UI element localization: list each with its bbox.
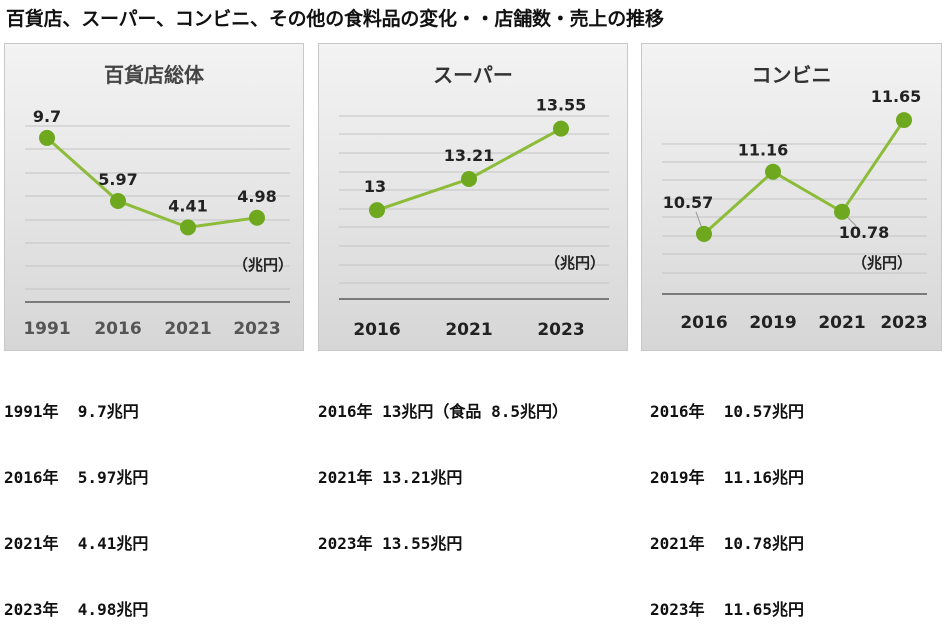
department-store-caption: 1991年 9.7兆円 2016年 5.97兆円 2021年 4.41兆円 20… bbox=[4, 357, 148, 643]
data-label: 10.78 bbox=[839, 223, 890, 242]
data-label: 11.65 bbox=[871, 87, 922, 106]
data-point bbox=[39, 129, 55, 146]
convenience-store-caption: 2016年 10.57兆円 2019年 11.16兆円 2021年 10.78兆… bbox=[650, 357, 804, 643]
caption-line: 1991年 9.7兆円 bbox=[4, 402, 139, 421]
x-tick-label: 2021 bbox=[164, 319, 211, 339]
data-point bbox=[696, 225, 712, 242]
chart-title: コンビニ bbox=[752, 63, 832, 87]
data-label: 13 bbox=[364, 177, 386, 196]
series-line bbox=[702, 119, 906, 236]
data-point bbox=[896, 112, 912, 129]
data-label: 4.98 bbox=[237, 187, 276, 206]
x-tick-label: 2023 bbox=[880, 313, 927, 333]
x-tick-label: 2016 bbox=[94, 319, 141, 339]
x-tick-label: 2023 bbox=[233, 319, 280, 339]
convenience-store-chart: コンビニ 10.57 11.16 10.78 11.65 （兆円） 2016 2019 2021… bbox=[641, 43, 942, 351]
x-tick-label: 2019 bbox=[749, 313, 796, 333]
x-tick-label: 2023 bbox=[537, 320, 584, 340]
data-label: 10.57 bbox=[663, 193, 714, 212]
caption-line: 2016年 10.57兆円 bbox=[650, 402, 804, 421]
supermarket-caption: 2016年 13兆円（食品 8.5兆円） 2021年 13.21兆円 2023年… bbox=[318, 357, 568, 577]
x-tick-label: 2016 bbox=[680, 313, 727, 333]
series-line bbox=[376, 127, 562, 212]
caption-line: 2016年 5.97兆円 bbox=[4, 468, 149, 487]
x-tick-label: 2016 bbox=[353, 320, 400, 340]
caption-line: 2021年 4.41兆円 bbox=[4, 534, 149, 553]
caption-line: 2023年 11.65兆円 bbox=[650, 600, 804, 619]
unit-label: （兆円） bbox=[545, 254, 605, 272]
data-label: 13.55 bbox=[536, 96, 587, 115]
chart-svg: 百貨店総体 9.7 5.97 4.41 4.98 （兆円） 1991 2016 2021 2023 bbox=[23, 63, 293, 339]
caption-line: 2023年 13.55兆円 bbox=[318, 534, 463, 553]
department-store-chart: 百貨店総体 9.7 5.97 4.41 4.98 （兆円） 1991 2016 2021 2023 bbox=[4, 43, 304, 351]
data-point bbox=[249, 209, 265, 226]
data-point bbox=[553, 120, 569, 137]
x-tick-label: 2021 bbox=[818, 313, 865, 333]
data-label: 4.41 bbox=[168, 196, 207, 215]
data-label: 9.7 bbox=[33, 107, 61, 126]
caption-line: 2021年 13.21兆円 bbox=[318, 468, 463, 487]
caption-line: 2023年 4.98兆円 bbox=[4, 600, 149, 619]
data-point bbox=[369, 202, 385, 219]
data-point bbox=[180, 219, 196, 236]
x-tick-label: 1991 bbox=[23, 319, 70, 339]
chart-title: 百貨店総体 bbox=[104, 63, 205, 87]
x-tick-label: 2021 bbox=[445, 320, 492, 340]
supermarket-chart: スーパー 13 13.21 13.55 （兆円） 2016 2021 2023 bbox=[318, 43, 628, 351]
series-line bbox=[46, 136, 258, 229]
data-point bbox=[110, 193, 126, 210]
caption-line: 2021年 10.78兆円 bbox=[650, 534, 804, 553]
data-point bbox=[461, 171, 477, 187]
data-label: 11.16 bbox=[738, 141, 789, 160]
data-label: 5.97 bbox=[98, 170, 137, 189]
page-title: 百貨店、スーパー、コンビニ、その他の食料品の変化・・店舗数・売上の推移 bbox=[6, 8, 664, 30]
data-label: 13.21 bbox=[444, 146, 495, 165]
caption-line: 2016年 13兆円（食品 8.5兆円） bbox=[318, 402, 568, 421]
unit-label: （兆円） bbox=[852, 254, 912, 272]
caption-line: 2019年 11.16兆円 bbox=[650, 468, 804, 487]
chart-svg: スーパー 13 13.21 13.55 （兆円） 2016 2021 2023 bbox=[339, 63, 609, 340]
chart-title: スーパー bbox=[433, 63, 513, 87]
chart-svg: コンビニ 10.57 11.16 10.78 11.65 （兆円） 2016 2019 2021… bbox=[662, 63, 928, 333]
unit-label: （兆円） bbox=[233, 256, 293, 274]
data-point bbox=[765, 163, 781, 180]
data-point bbox=[834, 203, 850, 220]
